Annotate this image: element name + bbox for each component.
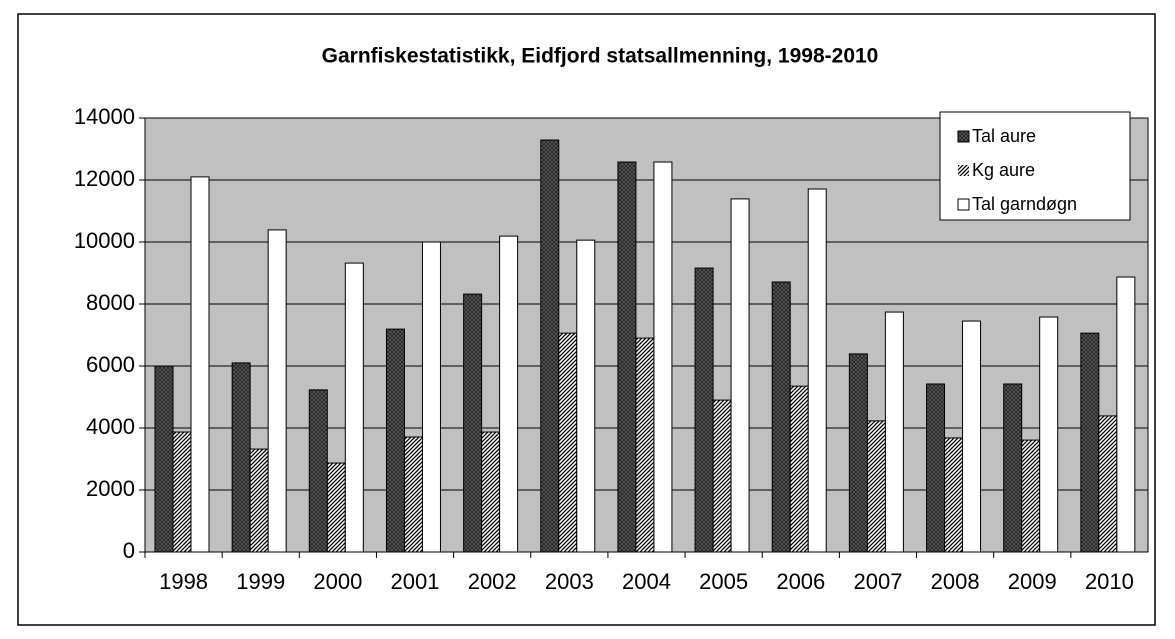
- bar: [154, 365, 174, 553]
- bar: [694, 267, 714, 553]
- x-tick-label: 2006: [776, 569, 825, 594]
- legend-swatch: [957, 198, 970, 211]
- y-tick-label: 6000: [86, 352, 135, 377]
- bar: [771, 281, 791, 553]
- legend-swatch: [958, 165, 969, 176]
- legend-label: Kg aure: [972, 160, 1035, 180]
- bar: [231, 362, 251, 553]
- y-tick-label: 2000: [86, 476, 135, 501]
- bar: [267, 229, 287, 553]
- x-tick-label: 2002: [468, 569, 517, 594]
- bar: [558, 332, 578, 553]
- x-tick-label: 2003: [545, 569, 594, 594]
- bar: [789, 385, 809, 553]
- bar: [866, 420, 886, 553]
- y-tick-label: 12000: [74, 166, 135, 191]
- bar: [712, 399, 732, 553]
- legend-box: [939, 111, 1131, 221]
- y-tick-label: 0: [123, 538, 135, 563]
- bar: [653, 161, 673, 553]
- bar: [730, 198, 750, 553]
- x-tick-label: 2010: [1085, 569, 1134, 594]
- bar: [481, 431, 501, 553]
- legend-swatch: [957, 130, 970, 143]
- bar: [385, 328, 405, 553]
- bar: [1080, 332, 1100, 553]
- y-tick-label: 10000: [74, 228, 135, 253]
- x-tick-label: 1999: [236, 569, 285, 594]
- bar: [1039, 316, 1059, 553]
- x-tick-label: 2007: [853, 569, 902, 594]
- bar: [308, 389, 328, 553]
- bar: [1003, 383, 1023, 553]
- bar: [807, 188, 827, 553]
- bar: [190, 176, 210, 553]
- bar: [344, 262, 364, 553]
- x-tick-label: 2005: [699, 569, 748, 594]
- bar: [249, 448, 269, 553]
- bar: [884, 311, 904, 553]
- bar: [463, 293, 483, 553]
- bar: [617, 161, 637, 553]
- bar: [326, 462, 346, 553]
- legend-label: Tal garndøgn: [972, 194, 1077, 214]
- chart-title: Garnfiskestatistikk, Eidfjord statsallme…: [322, 45, 879, 68]
- bar: [1021, 439, 1041, 553]
- bar: [926, 383, 946, 553]
- x-tick-label: 2004: [622, 569, 671, 594]
- y-tick-label: 14000: [74, 104, 135, 129]
- y-tick-label: 4000: [86, 414, 135, 439]
- bar: [1098, 415, 1118, 553]
- bar: [499, 235, 519, 553]
- bar: [172, 431, 192, 553]
- x-tick-label: 2001: [391, 569, 440, 594]
- bar: [962, 320, 982, 553]
- bar: [421, 241, 441, 553]
- bar: [1116, 276, 1136, 553]
- x-tick-label: 1998: [159, 569, 208, 594]
- bar: [540, 139, 560, 553]
- bar: [576, 239, 596, 553]
- x-tick-label: 2000: [313, 569, 362, 594]
- y-tick-label: 8000: [86, 290, 135, 315]
- x-tick-label: 2009: [1008, 569, 1057, 594]
- x-tick-label: 2008: [931, 569, 980, 594]
- bar: [944, 437, 964, 553]
- bar: [635, 337, 655, 553]
- bar: [848, 353, 868, 553]
- legend-label: Tal aure: [972, 126, 1036, 146]
- bar: [403, 436, 423, 553]
